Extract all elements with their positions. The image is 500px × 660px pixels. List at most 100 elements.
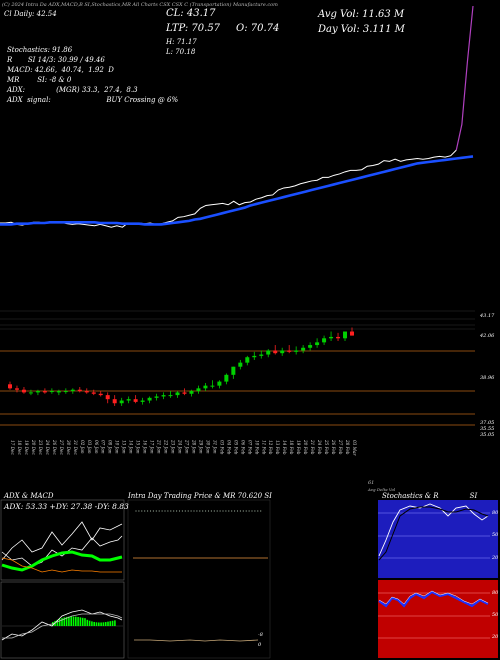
date-tick-label: 14 Jan <box>129 440 134 454</box>
macd-histogram-bar <box>68 616 70 626</box>
day-vol-label: Day Vol: 3.111 M <box>318 24 405 35</box>
candle-body <box>301 347 306 351</box>
rsi-panel-background <box>378 580 498 658</box>
candle-body <box>140 400 145 402</box>
macd-line <box>1 609 123 641</box>
level-label-35-55: 35.55 <box>480 426 495 432</box>
intraday-price-dot <box>216 510 218 512</box>
macd-histogram-bar <box>70 616 72 626</box>
adx-panel-title: ADX & MACD <box>4 492 54 500</box>
intraday-price-dot <box>248 510 250 512</box>
date-tick-label: 29 Jan <box>198 439 203 454</box>
level-label-42-06: 42.06 <box>480 333 495 339</box>
candle-body <box>189 391 194 394</box>
intraday-price-dot <box>158 510 160 512</box>
header-line: (C) 2024 Intra Da ADX,MACD,B SI,Stochast… <box>2 2 278 8</box>
moving-average-line <box>0 155 474 226</box>
candle-body <box>322 338 327 343</box>
candle-body <box>70 389 75 392</box>
stoch-panel-background <box>378 500 498 578</box>
date-tick-label: 24 Jan <box>178 439 183 454</box>
adx-macd-panel <box>0 499 125 659</box>
adx-signal-line <box>1 557 122 573</box>
date-tick-label: 21 Jan <box>157 439 162 454</box>
adx-readout: ADX: (MGR) 33.3, 27.4, 8.3 <box>7 86 138 94</box>
intraday-price-dot <box>219 510 221 512</box>
candle-body <box>168 395 173 397</box>
candle-body <box>98 393 103 396</box>
intra-axis-0: 0 <box>258 642 262 648</box>
candle-body <box>56 391 61 393</box>
candle-body <box>14 388 19 390</box>
date-tick-label: 31 Dec <box>73 440 78 455</box>
intraday-price-dot <box>170 510 172 512</box>
intraday-price-dot <box>239 510 241 512</box>
intraday-price-dot <box>190 510 192 512</box>
candle-body <box>203 385 208 389</box>
macd-histogram-bar <box>75 616 77 626</box>
intraday-price-dot <box>210 510 212 512</box>
price-spike-line <box>455 5 474 151</box>
candle-body <box>231 366 236 375</box>
macd-histogram-bar <box>91 621 93 626</box>
stoch-axis-20: 20 <box>492 555 499 561</box>
date-tick-label: 05 Feb <box>233 440 238 455</box>
intraday-price-dot <box>245 510 247 512</box>
side-label-avg-delta: Avg Delta Vol <box>368 487 396 492</box>
macd-histogram-bar <box>77 617 79 626</box>
candle-body <box>217 381 222 386</box>
date-tick-label: 23 Jan <box>171 439 176 454</box>
intraday-price-dot <box>257 510 259 512</box>
macd-histogram-bar <box>63 617 66 626</box>
intra-axis-minus8: -8 <box>258 632 263 638</box>
rsi-axis-50: 50 <box>492 612 499 618</box>
date-tick-label: 07 Feb <box>247 440 252 455</box>
macd-histogram-bar <box>95 622 98 626</box>
intraday-price-dot <box>176 510 178 512</box>
date-tick-label: 07 Jan <box>101 440 106 454</box>
candle-body <box>315 342 320 346</box>
intraday-price-dot <box>193 510 195 512</box>
l-label: L: 70.18 <box>166 48 196 56</box>
intraday-price-dot <box>222 510 224 512</box>
intraday-price-dot <box>135 510 137 512</box>
date-tick-label: 30 Jan <box>205 440 210 454</box>
candle-body <box>28 392 33 394</box>
date-tick-label: 06 Feb <box>240 440 245 455</box>
intraday-price-dot <box>187 510 189 512</box>
stoch-axis-50: 50 <box>492 532 499 538</box>
date-tick-label: 15 Jan <box>136 440 141 454</box>
date-tick-label: 03 Mar <box>352 440 357 456</box>
candle-body <box>91 392 96 394</box>
macd-histogram-bar <box>111 620 114 626</box>
intraday-price-dot <box>164 510 166 512</box>
candle-body <box>119 400 124 404</box>
candle-body <box>280 350 285 354</box>
macd-histogram-bar <box>93 621 95 626</box>
macd-histogram-bar <box>56 619 59 626</box>
plus-di-line <box>1 521 123 561</box>
date-tick-label: 04 Feb <box>226 440 231 455</box>
macd-readout: MACD: 42.66, 40.74, 1.92 D <box>7 66 114 74</box>
rsi-readout: R SI 14/3: 30.99 / 49.46 <box>7 56 105 64</box>
intraday-price-dot <box>213 510 215 512</box>
intraday-price-dot <box>196 510 198 512</box>
macd-histogram-bar <box>81 617 84 626</box>
candle-body <box>329 336 334 339</box>
candle-body <box>42 391 47 393</box>
adx-signal-readout: ADX signal: BUY Crossing @ 6% <box>7 96 179 104</box>
date-tick-label: 13 Feb <box>275 440 280 455</box>
intraday-price-dot <box>254 510 256 512</box>
candle-body <box>161 395 166 397</box>
intraday-price-dot <box>178 510 181 512</box>
macd-histogram-bar <box>98 622 100 626</box>
date-tick-label: 21 Feb <box>310 439 315 455</box>
candle-body <box>154 396 159 398</box>
macd-histogram-bar <box>86 619 89 626</box>
ltp-label: LTP: 70.57 <box>166 23 221 34</box>
stochastics-panel <box>378 500 498 658</box>
o-label: O: 70.74 <box>236 23 280 34</box>
intraday-price-dot <box>242 510 244 512</box>
macd-histogram-bar <box>114 620 116 626</box>
candle-body <box>77 389 82 392</box>
